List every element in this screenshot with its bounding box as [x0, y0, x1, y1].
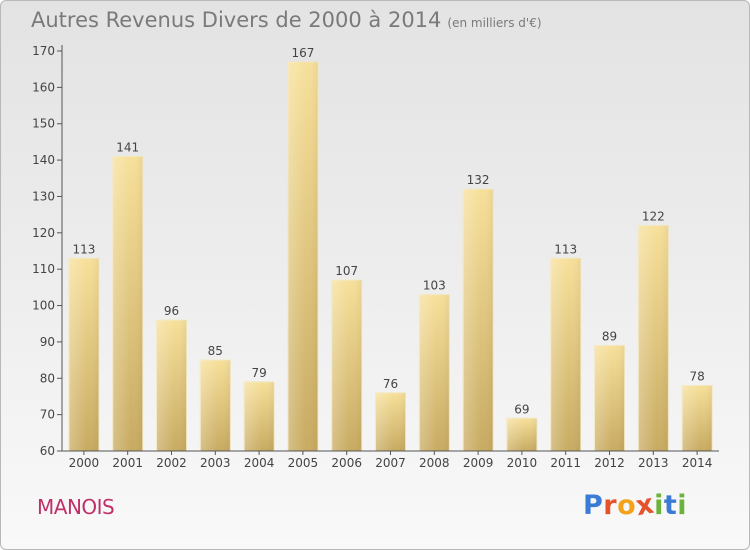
y-tick-label: 130: [32, 189, 55, 203]
bar-value-label: 78: [689, 370, 704, 384]
y-tick-label: 110: [32, 262, 55, 276]
bar-highlight: [419, 294, 450, 451]
bar-value-label: 103: [423, 279, 446, 293]
x-tick-label: 2011: [550, 456, 581, 470]
y-tick-label: 90: [40, 335, 55, 349]
bar-value-label: 79: [251, 366, 266, 380]
bar-highlight: [550, 258, 581, 451]
bar-highlight: [156, 320, 187, 451]
y-tick-label: 120: [32, 226, 55, 240]
y-tick-label: 70: [40, 408, 55, 422]
bar-value-label: 113: [554, 242, 577, 256]
logo-letter: t: [663, 490, 678, 521]
logo-letter: o: [617, 490, 637, 521]
x-tick-label: 2004: [244, 456, 275, 470]
commune-name: MANOIS: [37, 495, 115, 519]
bar-value-label: 113: [72, 242, 95, 256]
x-tick-label: 2009: [463, 456, 494, 470]
x-tick-label: 2006: [331, 456, 362, 470]
y-tick-label: 160: [32, 80, 55, 94]
x-tick-label: 2010: [507, 456, 538, 470]
x-tick-label: 2001: [112, 456, 143, 470]
bar-highlight: [331, 280, 362, 451]
x-tick-label: 2008: [419, 456, 450, 470]
bar-highlight: [682, 385, 713, 451]
bar-highlight: [244, 381, 275, 451]
x-tick-label: 2012: [594, 456, 625, 470]
bar-highlight: [200, 360, 231, 451]
bar-value-label: 85: [208, 344, 223, 358]
x-tick-label: 2000: [69, 456, 100, 470]
bar-highlight: [594, 345, 625, 451]
y-tick-label: 150: [32, 117, 55, 131]
bar-value-label: 132: [467, 173, 490, 187]
x-tick-label: 2005: [288, 456, 319, 470]
bar-value-label: 89: [602, 330, 617, 344]
y-tick-label: 100: [32, 299, 55, 313]
x-tick-label: 2013: [638, 456, 669, 470]
bar-value-label: 96: [164, 304, 179, 318]
y-tick-label: 60: [40, 444, 55, 458]
x-tick-label: 2007: [375, 456, 406, 470]
y-tick-label: 140: [32, 153, 55, 167]
logo-letter: i: [677, 490, 688, 521]
logo-letter: P: [583, 490, 604, 521]
bar-highlight: [638, 225, 669, 451]
bar-value-label: 141: [116, 140, 139, 154]
bar-value-label: 167: [291, 46, 314, 60]
x-tick-label: 2003: [200, 456, 231, 470]
logo-letter: r: [603, 490, 618, 521]
bar-value-label: 122: [642, 210, 665, 224]
chart-title-block: Autres Revenus Divers de 2000 à 2014 (en …: [31, 8, 542, 32]
y-tick-label: 80: [40, 371, 55, 385]
y-axis: 60 70 80 90 100 110 120 130 140 150 160 170: [32, 44, 63, 458]
bar-highlight: [287, 61, 318, 452]
logo-letter: i: [654, 490, 664, 521]
y-tick-label: 170: [32, 44, 55, 58]
bar-value-label: 69: [514, 402, 529, 416]
x-axis: 2000 2001 2002 2003 2004 2005 2006 2007 2008 2009…: [62, 450, 719, 470]
bar-highlight: [112, 156, 143, 452]
bar-highlight: [463, 189, 494, 451]
bars: 113 141 96 85 79 167 107 76 103 132 69 113 89 122 78: [68, 46, 713, 452]
bar-highlight: [375, 392, 406, 451]
x-tick-label: 2014: [682, 456, 713, 470]
chart-subtitle: (en milliers d'€): [447, 16, 542, 30]
bar-highlight: [68, 258, 99, 451]
x-tick-label: 2002: [156, 456, 187, 470]
bar-value-label: 76: [383, 377, 398, 391]
bar-value-label: 107: [335, 264, 358, 278]
bar-highlight: [506, 418, 537, 451]
proxiti-logo: Proxiti: [583, 489, 688, 523]
chart-title: Autres Revenus Divers de 2000 à 2014: [31, 8, 442, 32]
